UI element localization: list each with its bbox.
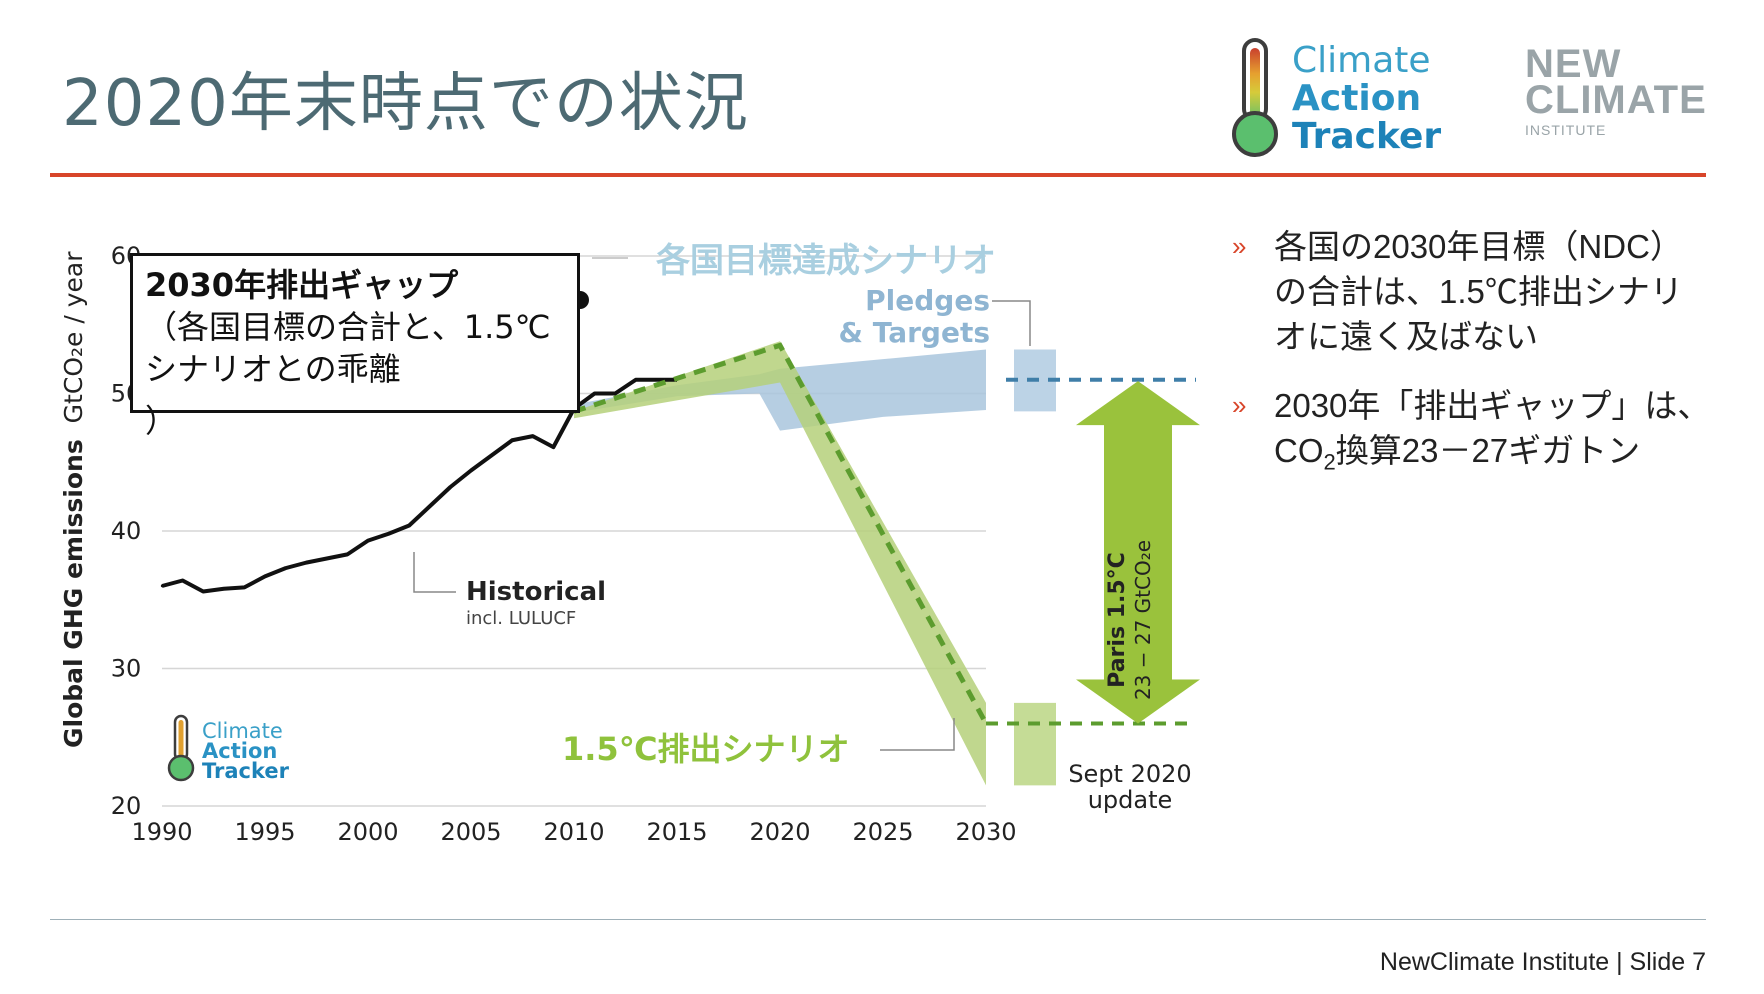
paris-connector	[880, 718, 955, 751]
x-tick-label: 2010	[543, 818, 604, 846]
callout-heading: 2030年排出ギャップ	[145, 266, 459, 304]
chart-cat-logo: Climate Action Tracker	[167, 714, 290, 783]
paris-1-5-line	[573, 342, 989, 725]
paris-1-5-band	[574, 341, 986, 786]
climate-action-tracker-logo: Climate Action Tracker	[1226, 38, 1456, 158]
callout-body: （各国目標の合計と、1.5℃シナリオとの乖離	[145, 308, 551, 388]
x-tick-label: 1995	[234, 818, 295, 846]
historical-point	[366, 539, 370, 542]
paris-2030-bar	[1014, 702, 1056, 786]
nci-logo-institute: INSTITUTE	[1525, 122, 1607, 138]
historical-point	[243, 586, 246, 589]
y-axis-label-unit: GtCO₂e / year	[59, 251, 88, 424]
right-bars	[413, 257, 1196, 786]
bullet-text: 2030年「排出ギャップ」は、CO2換算23－27ギガトン	[1274, 387, 1711, 475]
emissions-gap-callout: 2030年排出ギャップ （各国目標の合計と、1.5℃シナリオとの乖離 ）	[130, 253, 580, 437]
historical-point	[160, 584, 164, 588]
historical-point	[263, 575, 267, 578]
historical-point	[305, 561, 308, 564]
bullet-item: » 2030年「排出ギャップ」は、CO2換算23－27ギガトン	[1232, 383, 1712, 485]
historical-point	[552, 445, 555, 449]
x-tick-label: 2020	[749, 818, 810, 846]
historical-sublabel: incl. LULUCF	[466, 608, 576, 629]
historical-line	[161, 377, 677, 594]
historical-label: Historical	[466, 577, 606, 607]
paris-scenario-label: 1.5℃排出シナリオ	[562, 730, 849, 768]
scenario-bands	[574, 341, 986, 786]
page-title: 2020年末時点での状況	[62, 67, 749, 141]
header-divider	[50, 173, 1706, 177]
historical-point	[202, 590, 205, 593]
historical-point	[428, 505, 431, 508]
y-axis-label: Global GHG emissions GtCO₂e / year	[59, 251, 88, 748]
gap-arrow	[1076, 381, 1200, 724]
pledges-band	[574, 349, 986, 431]
historical-point	[531, 434, 534, 438]
historical-point	[614, 392, 617, 395]
bullet-subscript: 2	[1323, 449, 1336, 475]
historical-point	[511, 439, 514, 442]
pledges-label-line1: Pledges	[865, 284, 990, 317]
gap-label: Paris 1.5°C	[1105, 552, 1130, 688]
y-tick-label: 20	[111, 792, 142, 820]
nci-logo-climate: CLIMATE	[1525, 78, 1707, 122]
historical-point	[634, 378, 637, 381]
y-axis-label-main: Global GHG emissions	[59, 439, 88, 748]
logo-line-climate: Climate	[1292, 40, 1431, 81]
historical-point	[593, 392, 596, 395]
historical-point	[325, 557, 328, 560]
nci-logo-new: NEW	[1525, 42, 1622, 86]
chart-logo-climate: Climate	[202, 719, 283, 743]
gap-arrow-head-top	[1076, 381, 1200, 426]
historical-point	[181, 579, 184, 582]
bullet-marker-icon: »	[1232, 390, 1247, 420]
pledges-top-label: 各国目標達成シナリオ	[656, 241, 996, 281]
historical-point	[284, 566, 287, 570]
logo-line-tracker: Tracker	[1292, 116, 1442, 157]
historical-point	[655, 378, 658, 381]
bullet-list: » 各国の2030年目標（NDC）の合計は、1.5℃排出シナリオに遠く及ばない …	[1232, 224, 1712, 509]
historical-point	[408, 524, 411, 527]
x-tick-label: 2015	[646, 818, 707, 846]
historical-point	[449, 485, 452, 489]
chart-logo-tracker: Tracker	[202, 759, 290, 783]
update-label-line1: Sept 2020	[1068, 760, 1191, 788]
gap-range: 23 − 27 GtCO₂e	[1131, 540, 1155, 700]
x-tick-label: 2030	[955, 818, 1016, 846]
callout-close: ）	[145, 402, 178, 440]
bullet-marker-icon: »	[1232, 231, 1247, 261]
x-tick-label: 2000	[337, 818, 398, 846]
thermometer-icon	[1232, 38, 1278, 157]
x-tick-label: 1990	[131, 818, 192, 846]
bullet-item: » 各国の2030年目標（NDC）の合計は、1.5℃排出シナリオに遠く及ばない	[1232, 224, 1712, 359]
gap-arrow-shaft	[1104, 423, 1172, 680]
bullet-text-after: 換算23－27ギガトン	[1335, 432, 1641, 469]
x-tick-label: 2005	[440, 818, 501, 846]
historical-connector	[413, 552, 456, 593]
logo-line-action: Action	[1292, 78, 1422, 119]
slide-footer: NewClimate Institute | Slide 7	[1379, 948, 1706, 976]
pledges-connector	[992, 300, 1031, 346]
bullet-text-before: 2030年「排出ギャップ」は、CO	[1274, 387, 1711, 469]
historical-point	[490, 454, 493, 457]
y-tick-label: 30	[111, 655, 142, 683]
update-label-line2: update	[1088, 786, 1173, 814]
chart-logo-action: Action	[202, 739, 277, 763]
pledges-label-line2: & Targets	[839, 316, 990, 349]
historical-point	[387, 532, 390, 535]
footer-divider	[50, 919, 1706, 920]
historical-point	[469, 469, 473, 472]
newclimate-institute-logo: NEW CLIMATE INSTITUTE	[1525, 42, 1715, 146]
historical-point	[222, 587, 225, 590]
gap-arrow-head-bottom	[1076, 679, 1200, 724]
bullet-text: 各国の2030年目標（NDC）の合計は、1.5℃排出シナリオに遠く及ばない	[1274, 228, 1683, 355]
historical-point	[346, 553, 349, 556]
y-tick-label: 40	[111, 517, 142, 545]
x-tick-label: 2025	[852, 818, 913, 846]
